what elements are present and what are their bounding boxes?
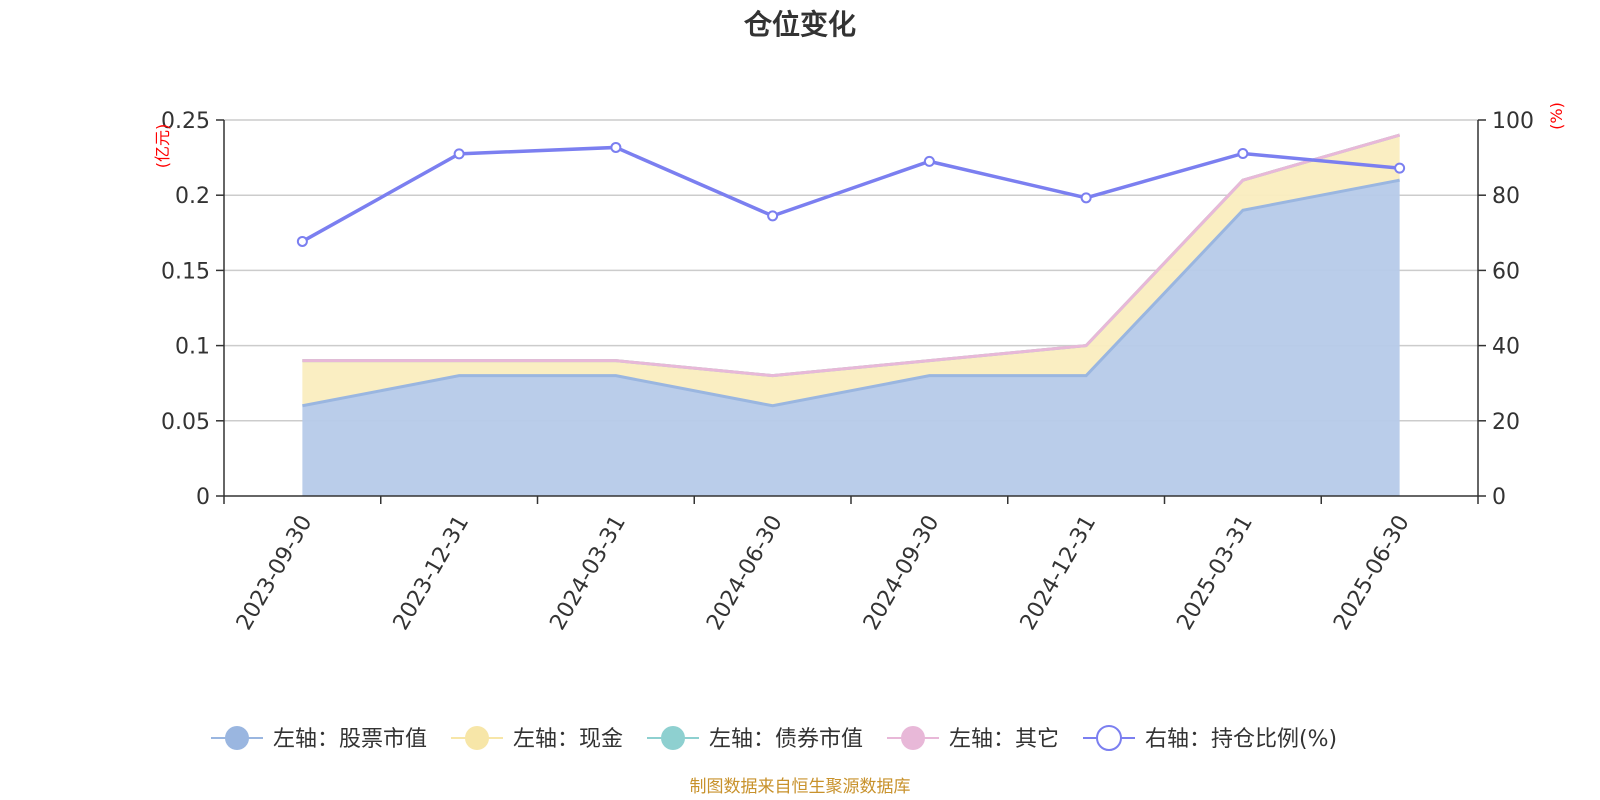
- right-tick-label: 100: [1492, 109, 1534, 134]
- legend-label: 右轴：持仓比例(%): [1145, 727, 1337, 752]
- legend-marker: [225, 726, 249, 750]
- legend-marker: [901, 726, 925, 750]
- x-tick-label: 2024-09-30: [859, 511, 945, 634]
- ratio-point: [296, 235, 308, 247]
- ratio-point: [610, 141, 622, 153]
- legend: 左轴：股票市值 左轴：现金 左轴：债券市值 左轴：其它 右轴：持仓比例(%): [211, 725, 1337, 752]
- left-tick-label: 0.05: [161, 410, 210, 435]
- x-tick-label: 2025-03-31: [1172, 511, 1258, 634]
- area-1: [302, 135, 1400, 406]
- x-tick-label: 2024-12-31: [1016, 511, 1102, 634]
- stacked-areas: [302, 133, 1401, 496]
- ratio-point: [767, 210, 779, 222]
- ratio-point: [1394, 162, 1406, 174]
- legend-item[interactable]: 左轴：现金: [451, 726, 623, 752]
- holding-ratio-line: [296, 141, 1406, 247]
- legend-label: 左轴：其它: [949, 727, 1059, 752]
- left-tick-label: 0: [196, 485, 210, 510]
- left-tick-label: 0.15: [161, 259, 210, 284]
- legend-item[interactable]: 左轴：股票市值: [211, 726, 427, 752]
- ratio-point: [1237, 147, 1249, 159]
- left-tick-label: 0.2: [175, 184, 210, 209]
- x-tick-label: 2024-06-30: [702, 511, 788, 634]
- x-tick-label: 2025-06-30: [1329, 511, 1415, 634]
- right-tick-label: 40: [1492, 335, 1520, 360]
- ratio-point: [923, 155, 935, 167]
- source-note: 制图数据来自恒生聚源数据库: [690, 777, 911, 797]
- right-axis-unit: (%): [1547, 102, 1566, 130]
- area-edge-3: [302, 133, 1401, 378]
- area-edge-0: [302, 178, 1400, 408]
- ratio-point: [453, 148, 465, 160]
- right-tick-label: 80: [1492, 184, 1520, 209]
- x-tick-label: 2024-03-31: [545, 511, 631, 634]
- right-tick-label: 60: [1492, 259, 1520, 284]
- right-tick-label: 20: [1492, 410, 1520, 435]
- ratio-point: [1080, 192, 1092, 204]
- legend-marker: [661, 726, 685, 750]
- legend-label: 左轴：债券市值: [709, 727, 863, 752]
- area-0: [302, 180, 1400, 496]
- legend-item[interactable]: 左轴：债券市值: [647, 726, 863, 752]
- x-tick-label: 2023-12-31: [389, 511, 475, 634]
- ratio-line: [301, 145, 1400, 243]
- chart-title: 仓位变化: [744, 8, 856, 41]
- left-axis-unit: (亿元): [153, 124, 172, 169]
- legend-marker: [1096, 725, 1122, 751]
- legend-item[interactable]: 右轴：持仓比例(%): [1083, 725, 1337, 752]
- legend-label: 左轴：现金: [513, 727, 623, 752]
- left-tick-label: 0.1: [175, 335, 210, 360]
- legend-marker: [465, 726, 489, 750]
- right-tick-label: 0: [1492, 485, 1506, 510]
- legend-label: 左轴：股票市值: [273, 727, 427, 752]
- left-tick-label: 0.25: [161, 109, 210, 134]
- x-tick-label: 2023-09-30: [232, 511, 318, 634]
- legend-item[interactable]: 左轴：其它: [887, 726, 1059, 752]
